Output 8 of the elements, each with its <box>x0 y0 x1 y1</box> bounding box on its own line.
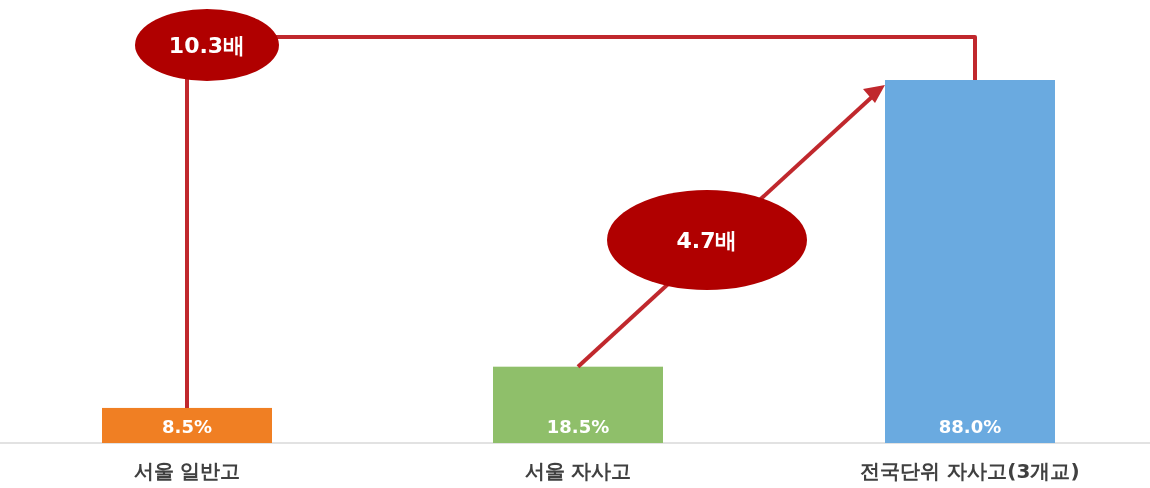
x-tick-label: 서울 일반고 <box>133 459 241 483</box>
text: 10.3배 <box>168 33 246 58</box>
data-label: 8.5% <box>162 416 212 437</box>
data-label: 18.5% <box>546 416 610 437</box>
data-label: 88.0% <box>938 416 1002 437</box>
x-tick-label: 전국단위 자사고(3개교) <box>860 459 1080 483</box>
annotation: 4.7배 <box>676 228 738 253</box>
x-tick-label: 서울 자사고 <box>524 459 632 483</box>
